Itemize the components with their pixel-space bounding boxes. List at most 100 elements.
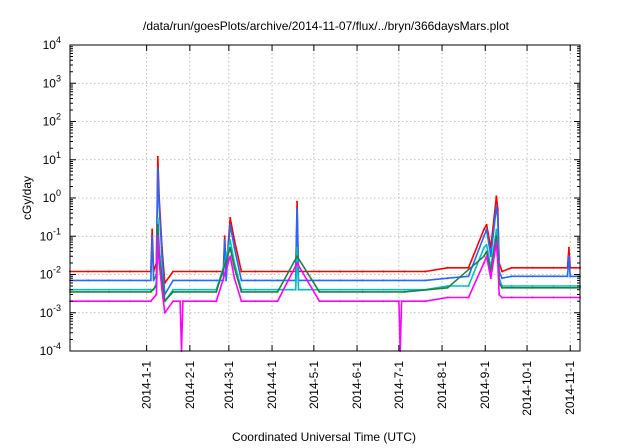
series-point <box>482 228 485 231</box>
series-point <box>297 288 300 291</box>
y-tick-base: 10 <box>40 229 54 243</box>
series-point <box>400 300 403 303</box>
y-tick-base: 10 <box>40 344 54 358</box>
series-point <box>485 250 488 253</box>
series-point <box>361 290 364 293</box>
series-point <box>501 286 503 289</box>
y-tick-base: 10 <box>43 115 57 129</box>
series-point <box>495 195 498 198</box>
series-point <box>485 243 488 246</box>
y-tick-exponent: 0 <box>56 188 61 198</box>
series-point <box>172 270 175 273</box>
y-tick-exponent: -2 <box>53 265 61 275</box>
y-tick-exponent: -1 <box>53 226 61 236</box>
series-point <box>151 228 154 231</box>
series-point <box>240 290 243 293</box>
x-tick-label: 2014-6-1 <box>350 361 364 409</box>
series-point <box>531 296 534 299</box>
series-point <box>87 279 90 282</box>
x-tick-label: 2014-7-1 <box>392 361 406 409</box>
series-point <box>446 277 449 280</box>
series-point <box>361 270 364 273</box>
series-point <box>87 270 90 273</box>
series-point <box>339 300 342 303</box>
series-point <box>318 279 321 282</box>
y-tick-base: 10 <box>43 191 57 205</box>
series-point <box>296 262 299 264</box>
series-point <box>161 288 163 291</box>
x-tick-label: 2014-1-1 <box>140 361 154 409</box>
series-point <box>567 246 570 249</box>
series-point <box>501 270 503 273</box>
series-point <box>151 235 154 238</box>
series-point <box>339 270 342 273</box>
y-tick-exponent: 1 <box>56 150 61 160</box>
series-point <box>296 255 299 258</box>
y-tick-base: 10 <box>43 38 57 52</box>
series-point <box>296 200 299 203</box>
series-point <box>254 288 257 291</box>
series-point <box>225 279 228 282</box>
series-point <box>446 296 449 299</box>
series-point <box>489 277 492 280</box>
series-point <box>163 311 166 314</box>
series-point <box>531 275 534 278</box>
x-tick-label: 2014-2-1 <box>183 361 197 409</box>
series-point <box>531 286 534 289</box>
series-point <box>194 300 197 303</box>
series-point <box>215 270 218 273</box>
series-point <box>498 293 501 296</box>
series-point <box>108 270 110 273</box>
series-point <box>495 205 498 208</box>
series-point <box>223 239 226 241</box>
x-tick-label: 2014-9-1 <box>478 361 492 409</box>
series-point <box>108 288 110 291</box>
series-point <box>382 300 385 303</box>
series-point <box>495 235 498 238</box>
series-point <box>361 288 364 291</box>
series-point <box>194 288 197 291</box>
y-tick-exponent: 3 <box>56 73 61 83</box>
series-point <box>215 300 218 303</box>
series-point <box>318 290 321 293</box>
series-point <box>233 239 236 241</box>
chart-title: /data/run/goesPlots/archive/2014-11-07/f… <box>143 19 510 33</box>
series-point <box>276 279 279 282</box>
series-point <box>233 277 236 280</box>
y-tick-label: 101 <box>43 150 61 167</box>
series-point <box>403 288 406 291</box>
y-tick-base: 10 <box>43 76 57 90</box>
y-tick-label: 10-4 <box>40 341 61 358</box>
y-axis-label: cGy/day <box>20 176 34 220</box>
series-point <box>446 286 449 289</box>
series-point <box>485 255 488 258</box>
grid <box>70 45 580 351</box>
series-point <box>276 290 279 293</box>
y-tick-exponent: -4 <box>53 341 61 351</box>
series-point <box>424 279 427 282</box>
series-point <box>128 300 131 303</box>
series-point <box>108 300 110 303</box>
series-point <box>149 279 152 282</box>
series-point <box>318 300 321 303</box>
x-tick-label: 2014-4-1 <box>265 361 279 409</box>
x-tick-label: 2014-10-1 <box>520 361 534 416</box>
series-point <box>531 266 534 269</box>
series-point <box>149 290 152 293</box>
series-point <box>156 217 159 219</box>
series-point <box>87 288 90 291</box>
series-point <box>482 235 485 238</box>
series-point <box>510 285 513 287</box>
series-point <box>501 277 503 280</box>
series-point <box>87 300 90 303</box>
series-point <box>424 270 427 273</box>
x-tick-label: 2014-11-1 <box>563 361 577 415</box>
series-point <box>215 279 218 282</box>
series-point <box>467 275 470 278</box>
series-point <box>552 296 555 299</box>
series-point <box>531 285 534 287</box>
series-point <box>569 285 572 287</box>
y-tick-label: 100 <box>43 188 61 205</box>
